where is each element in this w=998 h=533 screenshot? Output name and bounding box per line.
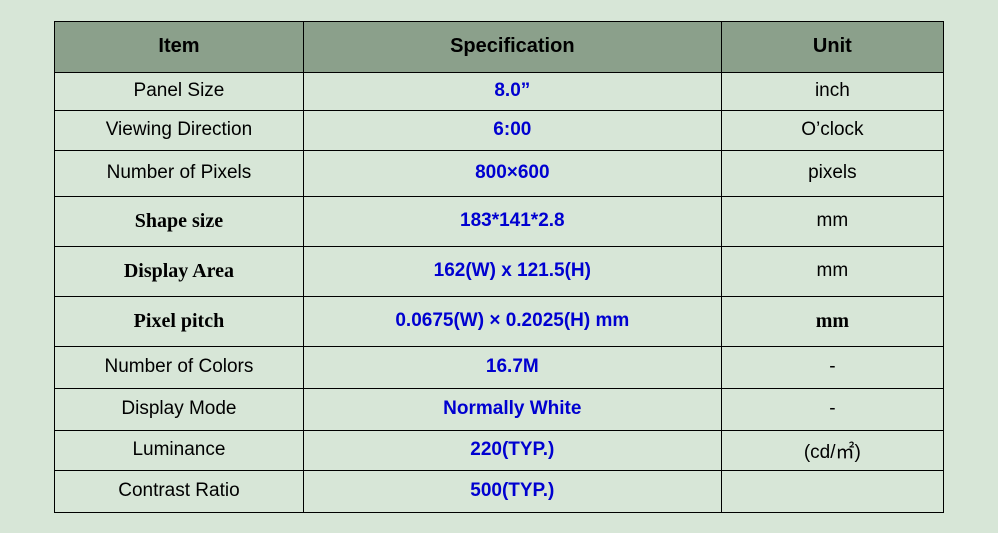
cell-unit: pixels (721, 150, 943, 196)
cell-spec: 220(TYP.) (303, 430, 721, 470)
table-row: Display ModeNormally White- (55, 388, 944, 430)
spec-table-container: Item Specification Unit Panel Size8.0”in… (54, 21, 944, 513)
cell-item: Panel Size (55, 72, 304, 110)
cell-item: Number of Pixels (55, 150, 304, 196)
cell-unit: mm (721, 196, 943, 246)
cell-spec: 8.0” (303, 72, 721, 110)
table-body: Panel Size8.0”inchViewing Direction6:00O… (55, 72, 944, 512)
table-row: Pixel pitch0.0675(W) × 0.2025(H) mmmm (55, 296, 944, 346)
table-header: Item Specification Unit (55, 21, 944, 72)
header-unit: Unit (721, 21, 943, 72)
spec-table: Item Specification Unit Panel Size8.0”in… (54, 21, 944, 513)
table-row: Number of Colors16.7M- (55, 346, 944, 388)
cell-unit: - (721, 346, 943, 388)
table-row: Display Area162(W) x 121.5(H)mm (55, 246, 944, 296)
cell-unit (721, 470, 943, 512)
cell-item: Pixel pitch (55, 296, 304, 346)
table-row: Number of Pixels800×600pixels (55, 150, 944, 196)
cell-item: Display Area (55, 246, 304, 296)
cell-unit: inch (721, 72, 943, 110)
table-row: Contrast Ratio500(TYP.) (55, 470, 944, 512)
table-row: Shape size183*141*2.8mm (55, 196, 944, 246)
cell-spec: 800×600 (303, 150, 721, 196)
cell-unit: mm (721, 246, 943, 296)
cell-unit: - (721, 388, 943, 430)
table-row: Panel Size8.0”inch (55, 72, 944, 110)
cell-spec: 162(W) x 121.5(H) (303, 246, 721, 296)
cell-spec: 500(TYP.) (303, 470, 721, 512)
cell-item: Shape size (55, 196, 304, 246)
table-row: Viewing Direction6:00O’clock (55, 110, 944, 150)
cell-item: Viewing Direction (55, 110, 304, 150)
cell-item: Number of Colors (55, 346, 304, 388)
cell-item: Contrast Ratio (55, 470, 304, 512)
cell-spec: Normally White (303, 388, 721, 430)
cell-spec: 0.0675(W) × 0.2025(H) mm (303, 296, 721, 346)
header-spec: Specification (303, 21, 721, 72)
cell-item: Luminance (55, 430, 304, 470)
cell-item: Display Mode (55, 388, 304, 430)
cell-spec: 183*141*2.8 (303, 196, 721, 246)
cell-spec: 16.7M (303, 346, 721, 388)
cell-unit: mm (721, 296, 943, 346)
cell-unit: O’clock (721, 110, 943, 150)
cell-unit: (cd/㎡) (721, 430, 943, 470)
table-row: Luminance220(TYP.)(cd/㎡) (55, 430, 944, 470)
cell-spec: 6:00 (303, 110, 721, 150)
header-item: Item (55, 21, 304, 72)
